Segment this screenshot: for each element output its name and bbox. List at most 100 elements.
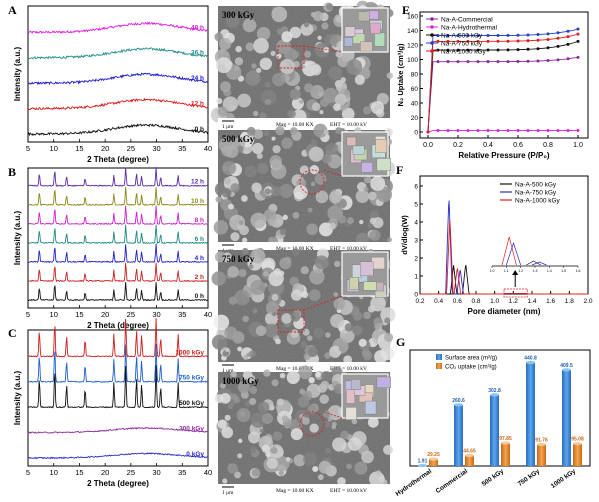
sem-crystal: [377, 158, 391, 170]
isotherm-point: [497, 129, 500, 132]
series-line: [28, 244, 208, 263]
x-tick-label: 35: [178, 144, 186, 153]
legend-label: Na-A-500 kGy: [515, 182, 557, 189]
bar-value-label: 29.25: [427, 452, 440, 458]
sem-crystal: [371, 23, 381, 34]
isotherm-point: [487, 40, 490, 43]
x-tick-label: 20: [101, 310, 109, 319]
legend-marker: [430, 25, 434, 29]
x-tick-label: 30: [152, 310, 160, 319]
isotherm-point: [477, 60, 480, 63]
isotherm-point: [547, 46, 550, 49]
isotherm-point: [437, 40, 440, 43]
inset-tick-label: 1.2: [518, 269, 523, 273]
legend-label: Na-A-Hydrothermal: [441, 25, 498, 32]
category-label: 1000 kGy: [550, 468, 578, 490]
isotherm-point: [577, 28, 580, 31]
x-tick-label: 0.8: [543, 142, 553, 149]
isotherm-point: [567, 57, 570, 60]
sem-dose-label: 1000 kGy: [222, 376, 259, 386]
x-tick-label: 2.0: [583, 298, 592, 305]
x-tick-label: 15: [75, 310, 83, 319]
x-tick-label: 35: [178, 468, 186, 477]
isotherm-line: [428, 57, 578, 132]
isotherm-point: [437, 60, 440, 63]
sem-crystal: [360, 262, 373, 276]
isotherm-point: [497, 40, 500, 43]
isotherm-point: [557, 58, 560, 61]
zoom-region-box: [504, 289, 527, 297]
x-tick-label: 15: [75, 468, 83, 477]
plot-frame: [420, 176, 588, 294]
x-tick-label: 1.0: [490, 298, 499, 305]
x-tick-label: 0.2: [415, 298, 424, 305]
inset-tick-label: 1.1: [504, 269, 509, 273]
y-tick-label: 120: [407, 43, 418, 50]
legend-marker: [430, 49, 434, 53]
isotherm-point: [557, 129, 560, 132]
sem-crystal: [347, 137, 356, 146]
x-tick-label: 0.4: [434, 298, 443, 305]
isotherm-point: [537, 47, 540, 50]
sem-crystal: [351, 379, 361, 389]
category-label: 500 kGy: [481, 468, 506, 488]
isotherm-point: [547, 59, 550, 62]
inset-peak: [502, 237, 516, 265]
y-tick-label: 3: [414, 238, 418, 245]
isotherm-point: [507, 34, 510, 37]
isotherm-point: [547, 38, 550, 41]
isotherm-point: [447, 60, 450, 63]
bar: [562, 370, 571, 466]
inset-tick-label: 1.0: [490, 269, 495, 273]
isotherm-point: [487, 60, 490, 63]
isotherm-point: [547, 32, 550, 35]
legend-swatch: [436, 354, 442, 360]
series-label: 8 h: [195, 217, 204, 224]
bar: [526, 363, 535, 466]
category-label: Commercial: [435, 468, 470, 495]
category-label: Hydrothermal: [395, 468, 434, 497]
isotherm-point: [517, 34, 520, 37]
isotherm-point: [487, 129, 490, 132]
isotherm-point: [567, 43, 570, 46]
series-label: 36 h: [191, 50, 204, 57]
sem-image: [211, 248, 395, 366]
bar-value-label: 95.08: [571, 437, 584, 443]
sem-crystal: [365, 401, 376, 414]
isotherm-point: [537, 33, 540, 36]
series-line: [28, 225, 208, 244]
isotherm-line: [428, 131, 578, 132]
isotherm-point: [437, 129, 440, 132]
x-axis-label: 2 Theta (degree): [87, 155, 149, 164]
sem-dose-label: 750 kGy: [222, 254, 255, 264]
isotherm-point: [507, 60, 510, 63]
isotherm-point: [527, 129, 530, 132]
x-axis-label: 2 Theta (degree): [87, 479, 149, 488]
x-axis-label: Relative Pressure (P/P₀): [458, 151, 550, 160]
sem-crystal: [377, 377, 391, 388]
y-tick-label: 100: [407, 57, 418, 64]
category-label: 750 kGy: [517, 468, 542, 488]
inset-tick-label: 1.5: [561, 269, 566, 273]
isotherm-point: [467, 60, 470, 63]
series-line: [28, 187, 208, 206]
x-tick-label: 10: [50, 310, 58, 319]
sem-crystal: [375, 139, 386, 153]
sem-crystal: [346, 390, 354, 404]
x-tick-label: 0.2: [453, 142, 463, 149]
isotherm-point: [507, 48, 510, 51]
isotherm-point: [537, 39, 540, 42]
y-tick-label: 1: [414, 274, 418, 281]
legend-label: Na-A-1000 kGy: [441, 49, 487, 56]
x-tick-label: 0.0: [423, 142, 433, 149]
panel-label-f: F: [396, 163, 403, 177]
y-tick-label: 0: [414, 130, 418, 137]
series-line: [28, 263, 208, 282]
y-tick-label: 6: [414, 184, 418, 191]
series-label: 48 h: [191, 24, 204, 31]
y-tick-label: 20: [411, 115, 419, 122]
bar-value-label: 97.85: [499, 436, 512, 442]
isotherm-point: [577, 33, 580, 36]
isotherm-point: [497, 60, 500, 63]
